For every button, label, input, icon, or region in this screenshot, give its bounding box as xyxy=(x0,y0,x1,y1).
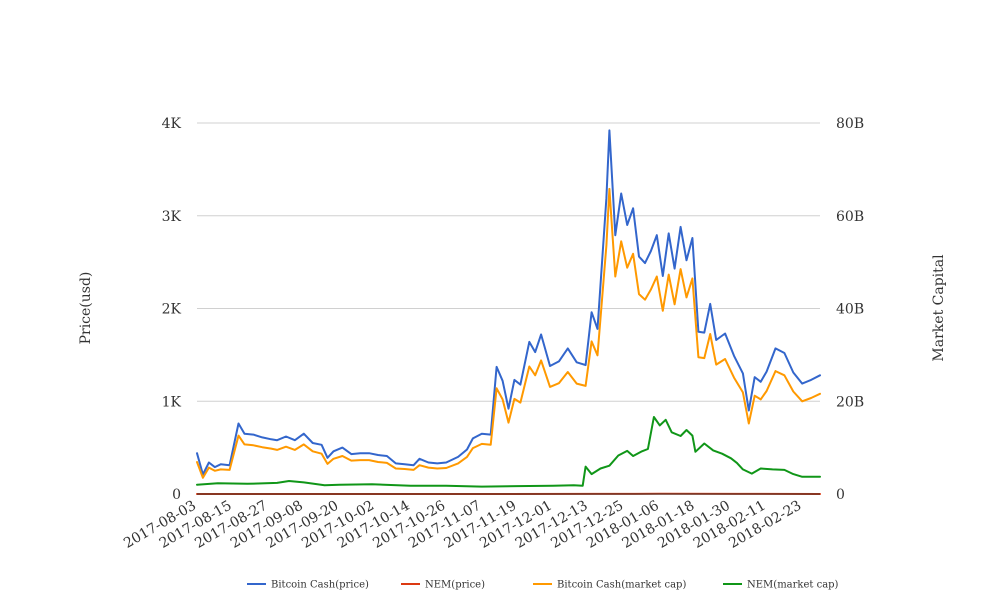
gridlines xyxy=(197,122,820,402)
y2-tick-label: 40B xyxy=(836,302,864,318)
series-line xyxy=(196,187,821,479)
y-tick-label: 3K xyxy=(162,209,182,225)
legend-label: NEM(market cap) xyxy=(747,580,839,591)
legend-label: NEM(price) xyxy=(425,580,485,591)
y2-tick-label: 20B xyxy=(836,394,864,410)
series-lines xyxy=(196,129,821,495)
y-tick-label: 4K xyxy=(162,116,182,132)
series-line xyxy=(196,416,821,488)
x-axis-ticks: 2017-08-032017-08-152017-08-272017-09-08… xyxy=(121,498,804,552)
y-axis-right-title: Market Capital xyxy=(931,254,947,362)
y2-tick-label: 0 xyxy=(836,487,845,503)
y2-tick-label: 60B xyxy=(836,209,864,225)
series-line xyxy=(196,129,821,476)
legend-label: Bitcoin Cash(price) xyxy=(271,580,369,591)
y-tick-label: 0 xyxy=(172,487,181,503)
y-axis-left-title: Price(usd) xyxy=(78,272,94,345)
y2-tick-label: 80B xyxy=(836,116,864,132)
y-axis-left-ticks: 0 1K 2K 3K 4K xyxy=(162,116,182,503)
y-tick-label: 1K xyxy=(162,394,182,410)
legend: Bitcoin Cash(price) NEM(price) Bitcoin Cas… xyxy=(247,580,839,591)
legend-label: Bitcoin Cash(market cap) xyxy=(557,580,686,591)
y-axis-right-ticks: 0 20B 40B 60B 80B xyxy=(836,116,864,503)
y-tick-label: 2K xyxy=(162,302,182,318)
